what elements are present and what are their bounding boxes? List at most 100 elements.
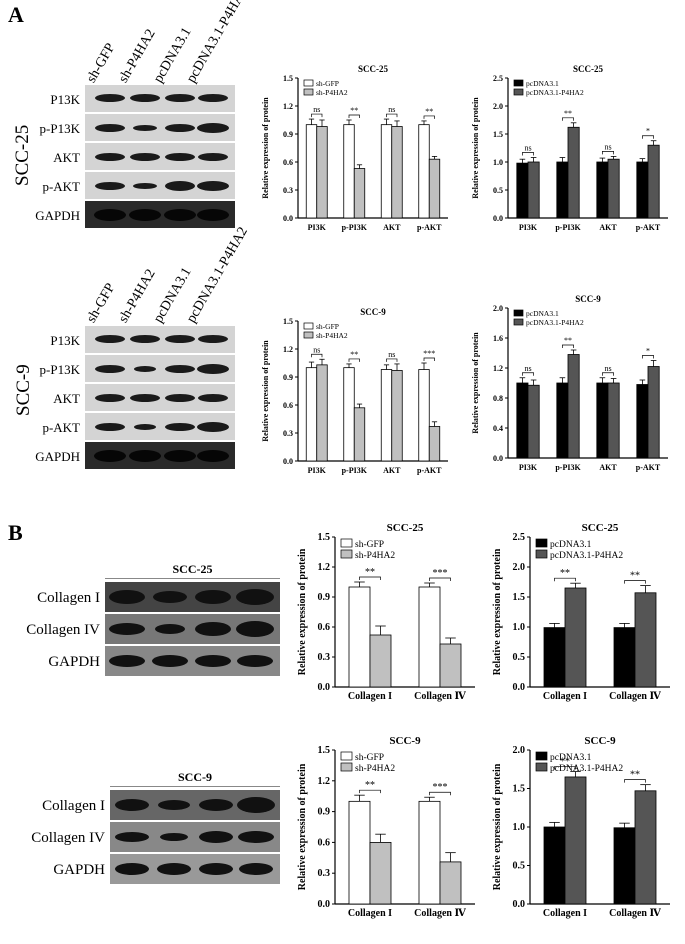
y-tick-label: 0.3 — [318, 868, 331, 879]
sig-label: ns — [524, 364, 531, 373]
legend-swatch — [513, 79, 524, 87]
protein-label: Collagen I — [42, 798, 105, 814]
bar — [391, 370, 403, 462]
y-axis-label: Relative expression of protein — [492, 548, 503, 675]
y-tick-label: 0.6 — [283, 401, 293, 410]
bar — [353, 168, 366, 219]
legend-label: sh-P4HA2 — [316, 88, 348, 97]
x-tick-label: p-AKT — [636, 223, 661, 232]
legend-label: pcDNA3.1 — [550, 753, 592, 763]
legend-label: sh-GFP — [355, 753, 384, 763]
x-tick-label: AKT — [599, 223, 617, 232]
x-tick-label: p-AKT — [636, 463, 661, 472]
protein-label: AKT — [53, 391, 80, 406]
chart-a1: SCC-25 0.0 0.3 0.6 0.9 1.2 1.5 Relative express… — [261, 64, 448, 232]
y-axis-label: Relative expression of protein — [297, 763, 308, 890]
legend-swatch — [535, 538, 548, 548]
bar — [439, 643, 462, 688]
sig-label: *** — [433, 568, 448, 579]
y-tick-label: 0.9 — [283, 130, 293, 139]
y-tick-label: 0.0 — [283, 214, 293, 223]
bar — [391, 126, 403, 219]
legend-label: sh-GFP — [316, 322, 339, 331]
protein-label: GAPDH — [35, 449, 80, 464]
bar — [527, 384, 540, 459]
legend-label: pcDNA3.1 — [526, 309, 559, 318]
bar — [596, 161, 609, 219]
y-tick-label: 0.0 — [513, 899, 526, 910]
sig-bracket — [311, 353, 323, 358]
legend-label: pcDNA3.1-P4HA2 — [526, 318, 584, 327]
bar — [316, 126, 328, 219]
legend-label: sh-P4HA2 — [355, 764, 395, 774]
y-tick-label: 0.9 — [318, 807, 331, 818]
bar — [369, 842, 392, 905]
y-tick-label: 0.9 — [318, 592, 331, 603]
chart-b2: SCC-25 0.0 0.5 1.0 1.5 2.0 2.5 Relative express… — [492, 522, 670, 702]
legend-swatch — [535, 549, 548, 559]
bar — [613, 627, 636, 688]
legend-swatch — [303, 322, 314, 330]
protein-label: GAPDH — [48, 654, 100, 670]
y-tick-label: 0.0 — [513, 682, 526, 693]
protein-label: p-P13K — [39, 362, 80, 377]
x-tick-label: Collagen Ⅳ — [609, 908, 661, 919]
y-tick-label: 0.3 — [283, 429, 293, 438]
bar — [418, 124, 430, 219]
sig-bracket — [522, 152, 534, 156]
bar — [647, 366, 660, 459]
y-tick-label: 0.9 — [283, 373, 293, 382]
bar — [343, 367, 355, 462]
legend-label: pcDNA3.1-P4HA2 — [550, 764, 623, 774]
legend-label: sh-P4HA2 — [316, 331, 348, 340]
y-tick-label: 1.2 — [283, 345, 293, 354]
legend-label: sh-GFP — [355, 540, 384, 550]
protein-label: p-P13K — [39, 121, 80, 136]
y-tick-label: 1.0 — [493, 158, 503, 167]
sig-label: ** — [365, 780, 375, 791]
legend-label: sh-GFP — [316, 79, 339, 88]
chart-b4: SCC-9 0.0 0.5 1.0 1.5 2.0 Relative expression … — [492, 735, 670, 919]
chart-title: SCC-25 — [582, 522, 619, 534]
sig-bracket — [562, 117, 574, 121]
y-tick-label: 2.0 — [493, 304, 503, 313]
y-tick-label: 0.0 — [318, 899, 331, 910]
legend-swatch — [340, 538, 353, 548]
chart-b1: SCC-25 0.0 0.3 0.6 0.9 1.2 1.5 Relative express… — [297, 522, 475, 702]
x-tick-label: PI3K — [519, 223, 538, 232]
x-tick-label: Collagen Ⅳ — [609, 691, 661, 702]
x-tick-label: Collagen Ⅳ — [414, 908, 466, 919]
chart-title: SCC-25 — [573, 64, 604, 74]
x-tick-label: p-PI3K — [342, 466, 368, 475]
legend-label: pcDNA3.1 — [526, 79, 559, 88]
sig-label: ** — [560, 757, 570, 768]
bar — [634, 790, 657, 905]
bar — [369, 634, 392, 688]
bar — [527, 161, 540, 219]
bar — [418, 800, 441, 905]
sig-label: ** — [350, 350, 358, 359]
y-tick-label: 2.5 — [493, 74, 503, 83]
chart-a2: SCC-25 0.0 0.5 1.0 1.5 2.0 2.5 Relative express… — [471, 64, 668, 232]
legend-label: pcDNA3.1-P4HA2 — [526, 88, 584, 97]
blot-image — [85, 85, 235, 228]
sig-label: ** — [564, 109, 572, 118]
sig-label: ns — [524, 144, 531, 153]
sig-label: ** — [350, 106, 358, 115]
chart-title: SCC-9 — [575, 294, 601, 304]
sig-label: ** — [630, 770, 640, 781]
bar — [353, 407, 366, 462]
x-tick-label: AKT — [383, 466, 401, 475]
bar — [428, 158, 441, 219]
x-tick-label: AKT — [383, 223, 401, 232]
chart-b3: SCC-9 0.0 0.3 0.6 0.9 1.2 1.5 Relative expressi… — [297, 735, 475, 919]
chart-title: SCC-9 — [360, 307, 386, 317]
legend-swatch — [513, 309, 524, 317]
blot-title: SCC-25 — [172, 562, 213, 576]
legend-swatch — [303, 79, 314, 87]
chart-a3: SCC-9 0.0 0.3 0.6 0.9 1.2 1.5 Relative expressi… — [261, 307, 448, 475]
protein-label: AKT — [53, 150, 80, 165]
y-tick-label: 0.0 — [493, 454, 503, 463]
sig-label: ns — [313, 345, 320, 354]
legend-swatch — [513, 88, 524, 96]
